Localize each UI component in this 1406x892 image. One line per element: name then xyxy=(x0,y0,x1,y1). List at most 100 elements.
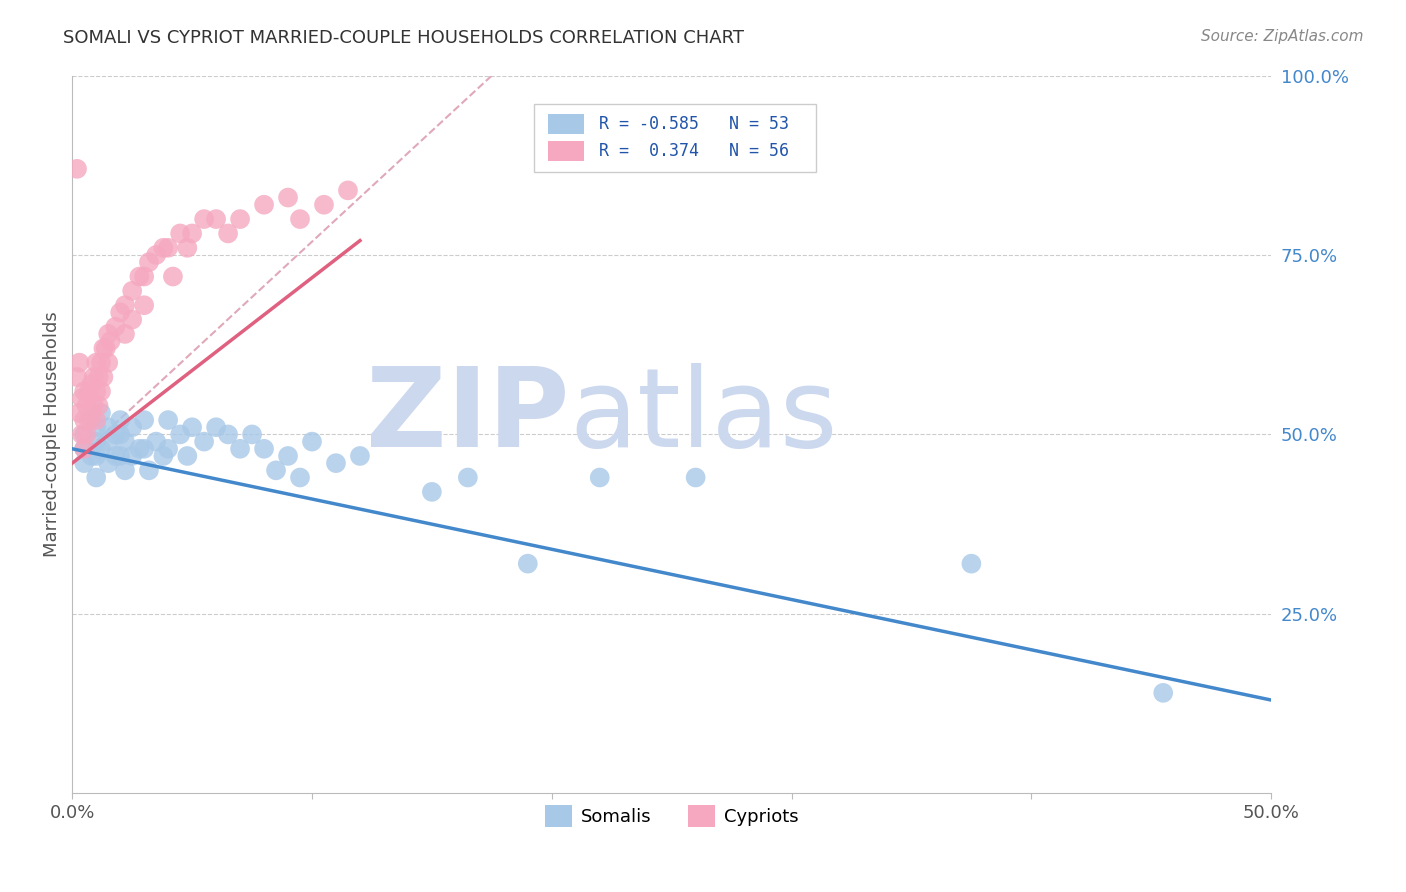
Point xyxy=(70,392,93,406)
Point xyxy=(108,305,131,319)
Point xyxy=(73,384,96,399)
Point xyxy=(253,198,276,212)
Point xyxy=(67,356,90,370)
Text: R =  0.374   N = 56: R = 0.374 N = 56 xyxy=(599,142,789,160)
Point xyxy=(205,212,228,227)
Point xyxy=(960,557,983,571)
Point xyxy=(104,319,127,334)
Point xyxy=(104,427,127,442)
Point xyxy=(138,463,160,477)
FancyBboxPatch shape xyxy=(534,104,815,172)
Point xyxy=(253,442,276,456)
Point xyxy=(97,434,120,449)
Point xyxy=(80,406,103,420)
Point xyxy=(134,298,156,312)
Point xyxy=(108,427,131,442)
Point xyxy=(152,241,174,255)
Point xyxy=(134,269,156,284)
FancyBboxPatch shape xyxy=(548,141,583,161)
Point xyxy=(73,442,96,456)
Point xyxy=(114,434,136,449)
Point xyxy=(84,413,107,427)
Point xyxy=(288,470,311,484)
Point xyxy=(181,420,204,434)
Point xyxy=(84,470,107,484)
Point xyxy=(94,341,117,355)
Point xyxy=(349,449,371,463)
Point xyxy=(83,370,105,384)
Point xyxy=(76,399,98,413)
Point xyxy=(114,463,136,477)
Point xyxy=(80,449,103,463)
Point xyxy=(157,413,180,427)
Text: Source: ZipAtlas.com: Source: ZipAtlas.com xyxy=(1201,29,1364,44)
Text: ZIP: ZIP xyxy=(367,363,569,470)
Point xyxy=(83,399,105,413)
Point xyxy=(100,334,122,348)
Point xyxy=(138,255,160,269)
Point xyxy=(121,420,143,434)
Point xyxy=(457,470,479,484)
Point xyxy=(66,370,89,384)
Point xyxy=(205,420,228,434)
Point xyxy=(516,557,538,571)
Point xyxy=(589,470,612,484)
Point xyxy=(217,227,239,241)
Point xyxy=(229,212,252,227)
Point xyxy=(70,427,93,442)
Point xyxy=(312,198,335,212)
Point xyxy=(301,434,323,449)
Text: atlas: atlas xyxy=(569,363,838,470)
Point xyxy=(128,442,150,456)
Point xyxy=(336,183,359,197)
Point xyxy=(80,377,103,392)
Point xyxy=(277,190,299,204)
Point xyxy=(176,449,198,463)
Point xyxy=(93,341,115,355)
Point xyxy=(145,248,167,262)
Point xyxy=(108,449,131,463)
Point xyxy=(87,399,110,413)
Point xyxy=(97,356,120,370)
Point xyxy=(73,442,96,456)
Point xyxy=(97,456,120,470)
Point xyxy=(77,413,100,427)
Point xyxy=(134,413,156,427)
Point xyxy=(114,326,136,341)
Point xyxy=(90,442,112,456)
Point xyxy=(104,449,127,463)
Point xyxy=(87,370,110,384)
Point xyxy=(73,413,96,427)
Point xyxy=(152,449,174,463)
Point xyxy=(67,406,90,420)
Y-axis label: Married-couple Households: Married-couple Households xyxy=(44,311,60,558)
Point xyxy=(176,241,198,255)
Point xyxy=(84,384,107,399)
Legend: Somalis, Cypriots: Somalis, Cypriots xyxy=(537,798,806,835)
Point xyxy=(76,427,98,442)
Point xyxy=(288,212,311,227)
FancyBboxPatch shape xyxy=(548,113,583,134)
Point xyxy=(277,449,299,463)
Point xyxy=(217,427,239,442)
Point xyxy=(93,370,115,384)
Point xyxy=(193,212,215,227)
Text: R = -0.585   N = 53: R = -0.585 N = 53 xyxy=(599,114,789,133)
Point xyxy=(229,442,252,456)
Point xyxy=(134,442,156,456)
Point xyxy=(77,384,100,399)
Point xyxy=(121,284,143,298)
Point xyxy=(420,484,443,499)
Point xyxy=(80,413,103,427)
Point xyxy=(73,456,96,470)
Point xyxy=(121,449,143,463)
Point xyxy=(162,269,184,284)
Point xyxy=(66,161,89,176)
Point xyxy=(169,427,191,442)
Point xyxy=(264,463,287,477)
Point xyxy=(128,269,150,284)
Point xyxy=(84,434,107,449)
Point xyxy=(325,456,347,470)
Point xyxy=(181,227,204,241)
Point xyxy=(97,326,120,341)
